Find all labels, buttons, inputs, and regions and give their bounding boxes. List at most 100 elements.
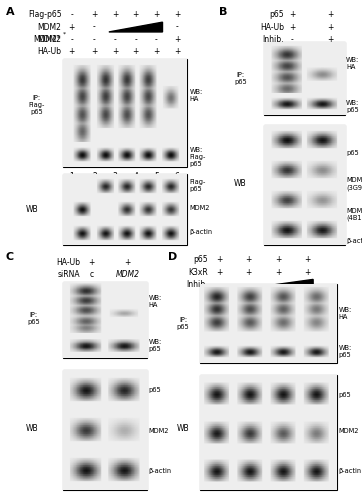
Text: WB:
p65: WB: p65 bbox=[338, 345, 352, 358]
Text: K3xR: K3xR bbox=[188, 268, 207, 276]
Text: IP:
p65: IP: p65 bbox=[28, 312, 40, 325]
Text: Inhib.: Inhib. bbox=[186, 280, 207, 289]
Text: +: + bbox=[245, 256, 252, 264]
Text: WB:
HA: WB: HA bbox=[346, 58, 359, 70]
Text: A: A bbox=[6, 8, 14, 18]
Text: +: + bbox=[91, 47, 98, 56]
Bar bbox=[200, 284, 337, 362]
Bar bbox=[264, 42, 345, 116]
Text: p65: p65 bbox=[338, 392, 351, 398]
Text: 4: 4 bbox=[133, 172, 138, 181]
Text: -: - bbox=[291, 35, 294, 44]
Text: +: + bbox=[132, 47, 139, 56]
Text: +: + bbox=[112, 47, 118, 56]
Text: +: + bbox=[112, 10, 118, 20]
Text: IP:
p65: IP: p65 bbox=[234, 72, 247, 85]
Text: siRNA: siRNA bbox=[58, 270, 80, 279]
Text: -: - bbox=[155, 35, 158, 44]
Text: -: - bbox=[176, 22, 178, 32]
Text: WB:
p65: WB: p65 bbox=[148, 339, 162, 352]
Text: MDM2: MDM2 bbox=[338, 428, 359, 434]
Text: -: - bbox=[93, 22, 96, 32]
Text: +: + bbox=[304, 256, 311, 264]
Text: β-actin: β-actin bbox=[189, 228, 212, 234]
Text: +: + bbox=[68, 47, 75, 56]
Bar bbox=[264, 125, 345, 245]
Text: +: + bbox=[68, 22, 75, 32]
Text: +: + bbox=[125, 258, 131, 267]
Text: MDM2*: MDM2* bbox=[34, 35, 62, 44]
Text: +: + bbox=[153, 47, 160, 56]
Text: WB: WB bbox=[177, 424, 189, 434]
Text: -: - bbox=[70, 35, 73, 44]
Text: C: C bbox=[5, 252, 13, 262]
Text: Flag-p65: Flag-p65 bbox=[28, 10, 62, 20]
Text: +: + bbox=[289, 22, 296, 32]
Bar bbox=[63, 59, 187, 166]
Text: WB:
Flag-
p65: WB: Flag- p65 bbox=[189, 147, 206, 167]
Text: IP:
Flag-
p65: IP: Flag- p65 bbox=[29, 96, 45, 116]
Text: β-actin: β-actin bbox=[148, 468, 172, 473]
Polygon shape bbox=[243, 280, 313, 289]
Text: MDM2
(3G9): MDM2 (3G9) bbox=[346, 177, 362, 190]
Text: -: - bbox=[70, 10, 73, 20]
Text: β-actin: β-actin bbox=[346, 238, 362, 244]
Text: 1: 1 bbox=[70, 172, 74, 181]
Text: +: + bbox=[275, 268, 281, 276]
Text: -: - bbox=[218, 280, 221, 289]
Text: HA-Ub: HA-Ub bbox=[56, 258, 80, 267]
Text: β-actin: β-actin bbox=[338, 468, 362, 473]
Text: -: - bbox=[93, 35, 96, 44]
Text: IP:
p65: IP: p65 bbox=[177, 317, 190, 330]
Text: -: - bbox=[134, 35, 137, 44]
Text: WB: WB bbox=[26, 424, 39, 434]
Text: +: + bbox=[88, 258, 94, 267]
Text: p65: p65 bbox=[346, 150, 359, 156]
Text: p65: p65 bbox=[148, 386, 161, 392]
Text: p65: p65 bbox=[269, 10, 284, 20]
Text: WB:
HA: WB: HA bbox=[148, 295, 162, 308]
Bar bbox=[63, 282, 147, 358]
Text: WB:
HA: WB: HA bbox=[189, 89, 203, 102]
Text: +: + bbox=[327, 22, 333, 32]
Bar bbox=[63, 174, 187, 245]
Text: MDM2
(4B11): MDM2 (4B11) bbox=[346, 208, 362, 221]
Text: +: + bbox=[275, 256, 281, 264]
Text: +: + bbox=[327, 35, 333, 44]
Text: MDM2: MDM2 bbox=[38, 22, 62, 32]
Text: +: + bbox=[132, 10, 139, 20]
Text: +: + bbox=[289, 10, 296, 20]
Text: +: + bbox=[153, 10, 160, 20]
Text: HA-Ub: HA-Ub bbox=[37, 47, 62, 56]
Text: -: - bbox=[114, 35, 117, 44]
Text: +: + bbox=[304, 268, 311, 276]
Text: Inhib.: Inhib. bbox=[262, 35, 284, 44]
Text: Flag-
p65: Flag- p65 bbox=[189, 178, 206, 192]
Text: B: B bbox=[219, 8, 227, 18]
Text: +: + bbox=[245, 268, 252, 276]
Text: 2: 2 bbox=[92, 172, 97, 181]
Text: MDM2: MDM2 bbox=[148, 428, 169, 434]
Text: WB:
HA: WB: HA bbox=[338, 307, 352, 320]
Text: WB: WB bbox=[234, 180, 247, 188]
Text: MDM2: MDM2 bbox=[38, 35, 62, 44]
Text: WB:
p65: WB: p65 bbox=[346, 100, 359, 113]
Text: p65: p65 bbox=[193, 256, 207, 264]
Bar bbox=[200, 375, 337, 490]
Text: MDM2: MDM2 bbox=[189, 206, 210, 212]
Text: HA-Ub: HA-Ub bbox=[260, 22, 284, 32]
Text: *: * bbox=[62, 32, 66, 37]
Text: +: + bbox=[174, 35, 180, 44]
Text: 5: 5 bbox=[154, 172, 159, 181]
Text: +: + bbox=[216, 256, 223, 264]
Bar bbox=[63, 370, 147, 490]
Polygon shape bbox=[109, 22, 163, 32]
Text: MDM2: MDM2 bbox=[116, 270, 140, 279]
Text: WB: WB bbox=[26, 205, 39, 214]
Text: c: c bbox=[89, 270, 93, 279]
Text: +: + bbox=[91, 10, 98, 20]
Text: +: + bbox=[174, 47, 180, 56]
Text: D: D bbox=[168, 252, 178, 262]
Text: +: + bbox=[216, 268, 223, 276]
Text: 3: 3 bbox=[113, 172, 118, 181]
